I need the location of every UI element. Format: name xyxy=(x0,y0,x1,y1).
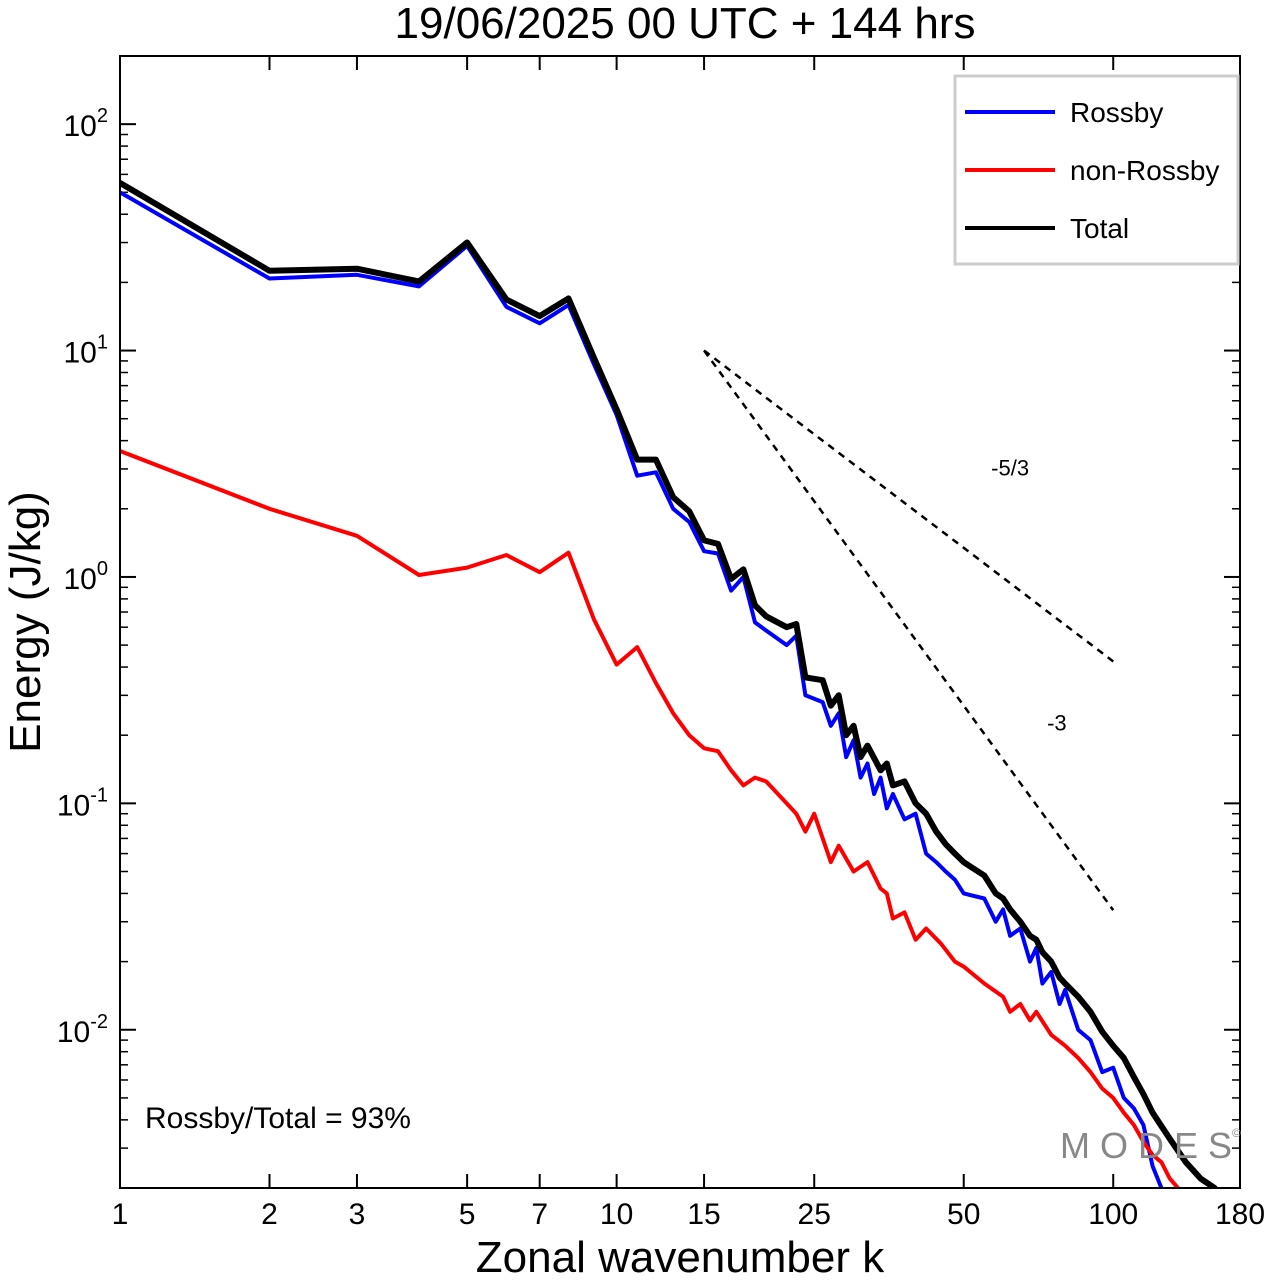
rossby-ratio-annotation: Rossby/Total = 93% xyxy=(145,1102,411,1135)
watermark-copyright-mark: © xyxy=(1232,1126,1241,1140)
legend-label-rossby: Rossby xyxy=(1070,97,1163,128)
legend-label-non-rossby: non-Rossby xyxy=(1070,155,1219,186)
series-line-non-rossby xyxy=(120,449,1180,1188)
y-tick-label: 10-1 xyxy=(57,784,108,822)
x-axis-label: Zonal wavenumber k xyxy=(476,1233,885,1281)
x-tick-label: 180 xyxy=(1215,1198,1265,1231)
reference-slope-labels: -5/3 -3 xyxy=(991,456,1066,736)
y-tick-label: 100 xyxy=(64,558,109,596)
spectrum-series xyxy=(120,179,1218,1188)
legend-box xyxy=(953,74,1240,266)
chart-title: 19/06/2025 00 UTC + 144 hrs xyxy=(395,0,976,48)
legend: Rossby non-Rossby Total xyxy=(953,74,1240,266)
y-axis-ticks: 10-2 10-1 100 101 102 xyxy=(57,105,1240,1149)
y-tick-label: 101 xyxy=(64,332,109,370)
x-tick-label: 1 xyxy=(112,1198,129,1231)
reference-line--3 xyxy=(703,349,1115,911)
y-tick-label: 10-2 xyxy=(57,1011,108,1049)
y-tick-label: 102 xyxy=(64,105,109,143)
y-axis-label: Energy (J/kg) xyxy=(1,491,50,753)
x-tick-label: 3 xyxy=(349,1198,366,1231)
x-tick-label: 2 xyxy=(261,1198,278,1231)
x-axis-ticks: 1 2 3 5 7 10 15 25 50 100 180 xyxy=(112,56,1265,1231)
x-tick-label: 100 xyxy=(1088,1198,1138,1231)
modes-watermark: MODES xyxy=(1060,1125,1242,1166)
reference-line-label: -5/3 xyxy=(991,456,1029,481)
x-tick-label: 5 xyxy=(459,1198,476,1231)
series-line-rossby xyxy=(120,190,1164,1188)
x-tick-label: 15 xyxy=(687,1198,720,1231)
x-tick-label: 7 xyxy=(531,1198,548,1231)
series-line-total xyxy=(120,179,1218,1188)
x-tick-label: 10 xyxy=(600,1198,633,1231)
reference-slope-lines xyxy=(703,349,1115,911)
reference-line-label: -3 xyxy=(1047,710,1067,735)
plot-frame xyxy=(119,55,1241,1189)
legend-items: Rossby non-Rossby Total xyxy=(965,97,1219,244)
x-tick-label: 50 xyxy=(947,1198,980,1231)
x-tick-label: 25 xyxy=(798,1198,831,1231)
legend-label-total: Total xyxy=(1070,213,1129,244)
